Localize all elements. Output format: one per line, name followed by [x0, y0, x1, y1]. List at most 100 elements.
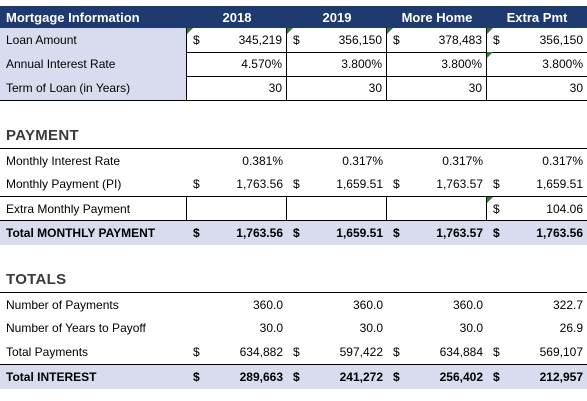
interest-rate-more-home[interactable]: 3.800% [387, 52, 487, 76]
column-2018[interactable]: 2018 [222, 9, 252, 25]
extra-payment-2019-input[interactable] [287, 197, 387, 221]
column-extra-pmt[interactable]: Extra Pmt [506, 9, 568, 25]
total-interest-row: Total INTEREST $ 289,663 $ 241,272 $ 256… [0, 364, 587, 389]
monthly-payment-more-home: 1,763.57 [436, 177, 483, 191]
total-payments-extra-pmt: 569,107 [539, 345, 583, 359]
number-of-payments-row: Number of Payments 360.0 360.0 360.0 322… [0, 292, 587, 317]
currency-symbol: $ [193, 226, 200, 240]
total-payments-2019: 597,422 [339, 345, 383, 359]
loan-term-more-home[interactable]: 30 [387, 76, 487, 100]
monthly-interest-rate-row: Monthly Interest Rate 0.381% 0.317% 0.31… [0, 148, 587, 173]
total-interest-label: Total INTEREST [6, 370, 97, 384]
loan-amount-extra-pmt[interactable]: 356,150 [539, 33, 583, 47]
interest-rate-extra-pmt[interactable]: 3.800% [542, 57, 583, 71]
monthly-payment-row: Monthly Payment (PI) $ 1,763.56 $ 1,659.… [0, 172, 587, 196]
total-monthly-payment-extra-pmt: 1,763.56 [536, 226, 583, 240]
interest-rate-2018[interactable]: 4.570% [187, 52, 287, 76]
currency-symbol: $ [193, 345, 200, 359]
currency-symbol: $ [293, 345, 300, 359]
currency-symbol: $ [193, 177, 200, 191]
currency-symbol: $ [493, 33, 500, 47]
column-more-home[interactable]: More Home [401, 9, 473, 25]
currency-symbol: $ [393, 177, 400, 191]
loan-amount-2019[interactable]: 356,150 [317, 28, 387, 52]
comment-marker-icon [387, 28, 393, 34]
loan-amount-label: Loan Amount [0, 28, 187, 52]
number-of-payments-2018: 360.0 [252, 298, 283, 312]
currency-symbol: $ [193, 33, 200, 47]
interest-rate-row: Annual Interest Rate 4.570% 3.800% 3.800… [0, 52, 587, 77]
monthly-payment-2018: 1,763.56 [236, 177, 283, 191]
comment-marker-icon [287, 28, 293, 34]
interest-rate-2019[interactable]: 3.800% [287, 52, 387, 76]
comment-marker-icon [487, 28, 493, 34]
loan-amount-row: Loan Amount $ 345,219 $ 356,150 $ 378,48… [0, 28, 587, 53]
total-payments-label: Total Payments [6, 345, 89, 359]
years-to-payoff-more-home: 30.0 [459, 321, 483, 335]
extra-payment-label: Extra Monthly Payment [0, 197, 187, 221]
currency-symbol: $ [293, 370, 300, 384]
loan-amount-2018[interactable]: 345,219 [217, 28, 287, 52]
comment-marker-icon [487, 52, 493, 58]
years-to-payoff-label: Number of Years to Payoff [6, 321, 146, 335]
monthly-payment-extra-pmt: 1,659.51 [536, 177, 583, 191]
currency-symbol: $ [193, 370, 200, 384]
total-payments-row: Total Payments $ 634,882 $ 597,422 $ 634… [0, 340, 587, 364]
monthly-interest-rate-label: Monthly Interest Rate [6, 154, 121, 168]
total-monthly-payment-row: Total MONTHLY PAYMENT $ 1,763.56 $ 1,659… [0, 220, 587, 245]
total-payments-2018: 634,882 [239, 345, 283, 359]
extra-payment-more-home-input[interactable] [387, 197, 487, 221]
currency-symbol: $ [493, 202, 500, 216]
comment-marker-icon [187, 28, 193, 34]
number-of-payments-extra-pmt: 322.7 [552, 298, 583, 312]
total-monthly-payment-label: Total MONTHLY PAYMENT [6, 226, 156, 240]
loan-term-extra-pmt[interactable]: 30 [569, 81, 583, 95]
total-interest-2018: 289,663 [239, 370, 283, 384]
currency-symbol: $ [493, 370, 500, 384]
extra-payment-extra-pmt-input[interactable]: 104.06 [546, 202, 583, 216]
currency-symbol: $ [393, 226, 400, 240]
years-to-payoff-2019: 30.0 [359, 321, 383, 335]
currency-symbol: $ [493, 177, 500, 191]
monthly-interest-rate-2019: 0.317% [342, 154, 383, 168]
currency-symbol: $ [493, 345, 500, 359]
monthly-interest-rate-2018: 0.381% [242, 154, 283, 168]
column-2019[interactable]: 2019 [322, 9, 352, 25]
total-monthly-payment-2019: 1,659.51 [336, 226, 383, 240]
monthly-interest-rate-extra-pmt: 0.317% [542, 154, 583, 168]
years-to-payoff-extra-pmt: 26.9 [559, 321, 583, 335]
currency-symbol: $ [293, 226, 300, 240]
currency-symbol: $ [293, 177, 300, 191]
total-interest-2019: 241,272 [339, 370, 383, 384]
currency-symbol: $ [393, 33, 400, 47]
currency-symbol: $ [393, 345, 400, 359]
extra-payment-row: Extra Monthly Payment $ 104.06 [0, 196, 587, 221]
number-of-payments-label: Number of Payments [6, 298, 119, 312]
loan-term-2019[interactable]: 30 [287, 76, 387, 100]
total-monthly-payment-more-home: 1,763.57 [436, 226, 483, 240]
header-row: Mortgage Information 2018 2019 More Home… [0, 6, 587, 28]
monthly-payment-2019: 1,659.51 [336, 177, 383, 191]
monthly-interest-rate-more-home: 0.317% [442, 154, 483, 168]
loan-term-row: Term of Loan (in Years) 30 30 30 30 [0, 76, 587, 101]
monthly-payment-label: Monthly Payment (PI) [6, 177, 122, 191]
currency-symbol: $ [493, 226, 500, 240]
number-of-payments-2019: 360.0 [352, 298, 383, 312]
totals-section-title: TOTALS [6, 271, 67, 288]
extra-payment-2018-input[interactable] [187, 197, 287, 221]
currency-symbol: $ [293, 33, 300, 47]
total-interest-extra-pmt: 212,957 [539, 370, 583, 384]
years-to-payoff-2018: 30.0 [259, 321, 283, 335]
total-payments-more-home: 634,884 [439, 345, 483, 359]
loan-term-label: Term of Loan (in Years) [0, 76, 187, 100]
interest-rate-label: Annual Interest Rate [0, 52, 187, 76]
currency-symbol: $ [393, 370, 400, 384]
number-of-payments-more-home: 360.0 [452, 298, 483, 312]
total-interest-more-home: 256,402 [439, 370, 483, 384]
header-title: Mortgage Information [6, 9, 140, 25]
loan-amount-more-home[interactable]: 378,483 [417, 28, 487, 52]
years-to-payoff-row: Number of Years to Payoff 30.0 30.0 30.0… [0, 316, 587, 340]
loan-term-2018[interactable]: 30 [187, 76, 287, 100]
total-monthly-payment-2018: 1,763.56 [236, 226, 283, 240]
payment-section-title: PAYMENT [6, 127, 79, 144]
